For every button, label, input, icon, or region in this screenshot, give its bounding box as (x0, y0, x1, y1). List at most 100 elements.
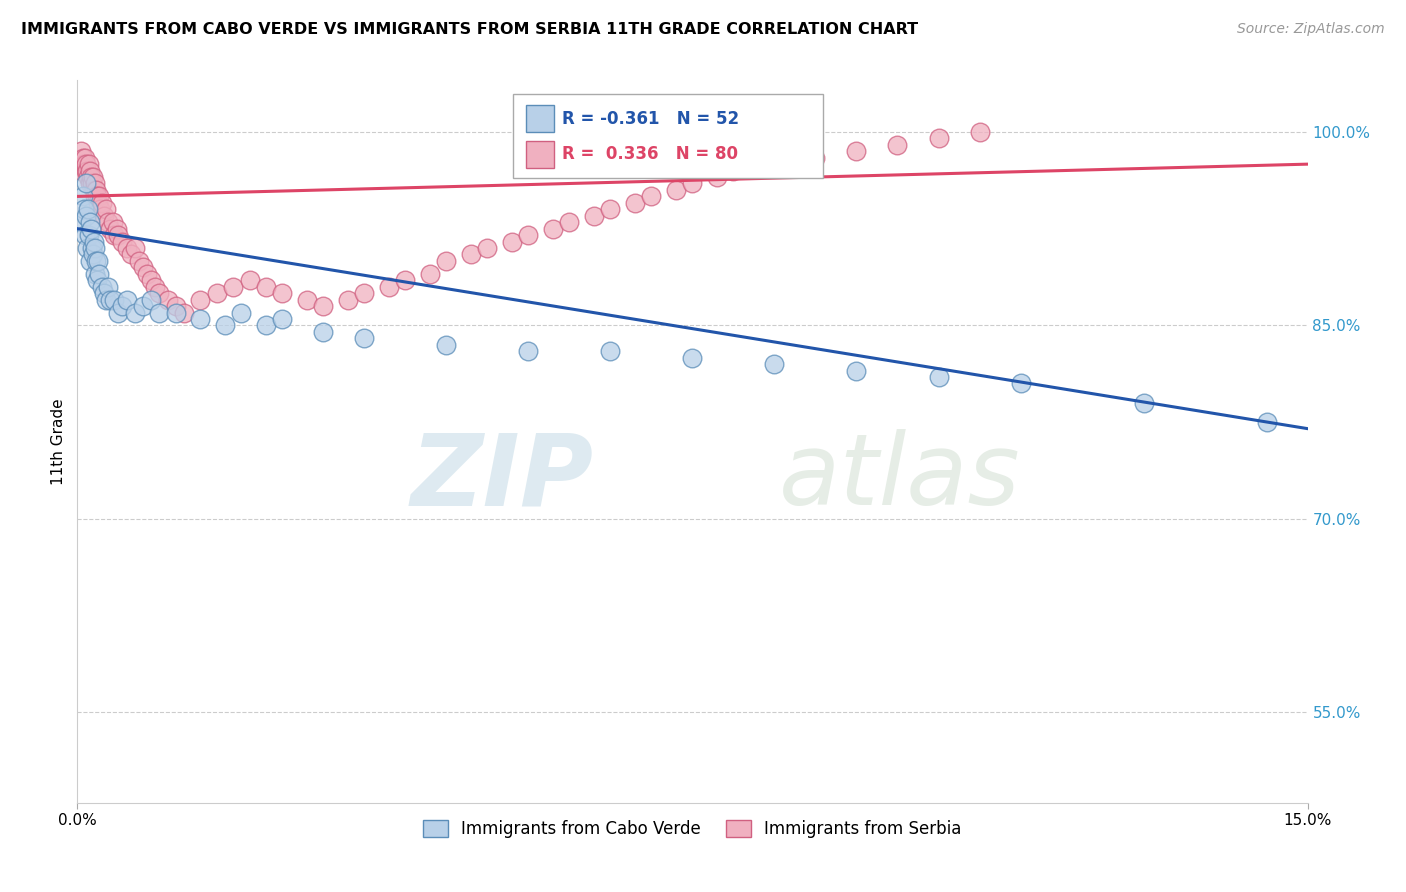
Point (101, 215, 124, 229)
Point (90, 279, 114, 293)
Point (501, 235, 523, 249)
Point (75, 163, 97, 178)
Point (73, 228, 96, 243)
Point (72, 151, 94, 165)
Point (845, 145, 868, 159)
Point (97, 279, 120, 293)
Point (77, 228, 100, 243)
Point (82, 169, 104, 184)
Point (640, 189, 662, 203)
Point (84, 253, 107, 268)
Point (254, 318, 277, 333)
Point (222, 279, 245, 293)
Point (239, 273, 262, 287)
Point (128, 253, 150, 268)
Point (1256, 415, 1278, 429)
Text: R = -0.361   N = 52: R = -0.361 N = 52 (562, 110, 740, 128)
Point (82, 241, 104, 255)
Point (136, 267, 159, 281)
Point (79, 215, 101, 229)
Point (419, 267, 441, 281)
Point (77, 157, 100, 171)
Point (124, 305, 146, 319)
Point (254, 279, 277, 293)
Point (763, 157, 786, 171)
Point (1132, 396, 1154, 410)
Point (337, 293, 360, 307)
Point (132, 260, 155, 275)
Point (89, 267, 111, 281)
Point (86, 273, 108, 287)
Point (394, 273, 416, 287)
Point (75, 209, 97, 223)
Point (84, 183, 107, 197)
Point (205, 286, 228, 301)
Point (70, 163, 93, 178)
Point (141, 273, 163, 287)
Point (80, 169, 103, 184)
Point (103, 293, 125, 307)
Point (295, 293, 318, 307)
Legend: Immigrants from Cabo Verde, Immigrants from Serbia: Immigrants from Cabo Verde, Immigrants f… (416, 814, 969, 845)
Point (115, 241, 138, 255)
Point (107, 305, 129, 319)
Point (312, 325, 335, 339)
Point (517, 344, 540, 359)
Point (706, 169, 728, 184)
Point (969, 125, 991, 139)
Point (665, 183, 688, 197)
Point (115, 293, 138, 307)
Point (165, 305, 187, 319)
Point (271, 312, 294, 326)
Point (124, 241, 146, 255)
Point (87, 195, 110, 210)
Point (583, 209, 606, 223)
Point (75, 157, 97, 171)
Point (76, 163, 98, 178)
Point (599, 202, 621, 217)
Point (558, 215, 581, 229)
Point (77, 202, 100, 217)
Point (845, 363, 868, 377)
Point (188, 312, 212, 326)
Point (804, 151, 827, 165)
Point (107, 228, 129, 243)
Point (83, 235, 105, 249)
Point (82, 177, 104, 191)
Point (188, 293, 212, 307)
Point (105, 221, 128, 235)
Point (477, 241, 499, 255)
Point (75, 177, 97, 191)
Point (83, 177, 105, 191)
Point (79, 163, 101, 178)
Text: R =  0.336   N = 80: R = 0.336 N = 80 (562, 145, 738, 163)
Point (98, 221, 121, 235)
Point (93, 209, 115, 223)
Point (723, 163, 745, 178)
Point (80, 221, 103, 235)
Point (89, 189, 111, 203)
Point (148, 286, 170, 301)
Point (763, 357, 786, 371)
Point (94, 202, 117, 217)
Point (353, 286, 375, 301)
Point (148, 305, 170, 319)
Point (214, 318, 236, 333)
Point (624, 195, 647, 210)
Point (69, 157, 91, 171)
Point (436, 338, 458, 352)
Point (103, 228, 125, 243)
Point (541, 221, 564, 235)
Point (79, 253, 101, 268)
Point (928, 131, 950, 145)
Point (111, 235, 134, 249)
Point (87, 253, 110, 268)
Point (111, 299, 134, 313)
Point (73, 151, 96, 165)
Point (86, 189, 108, 203)
Text: ZIP: ZIP (411, 429, 595, 526)
Point (141, 293, 163, 307)
Point (70, 145, 93, 159)
Point (436, 253, 458, 268)
Point (83, 183, 105, 197)
